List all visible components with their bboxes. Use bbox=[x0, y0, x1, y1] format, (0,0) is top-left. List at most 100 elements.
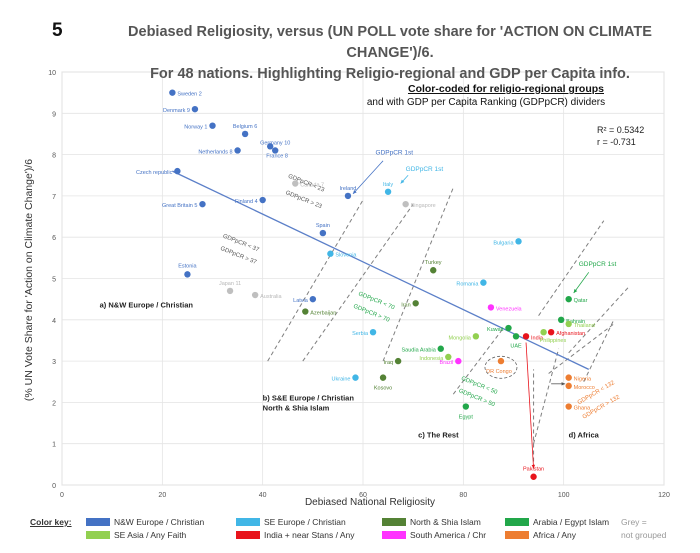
chart-grid bbox=[61, 71, 665, 486]
annotation-arrow-head bbox=[400, 179, 405, 184]
key-label-asia: SE Asia / Any Faith bbox=[114, 530, 187, 540]
point-label-germany-10: Germany 10 bbox=[260, 140, 290, 146]
annotation-arrow-line bbox=[525, 342, 534, 469]
point-label-serbia: Serbia bbox=[352, 331, 369, 337]
point-label-japan-11: Japan 11 bbox=[219, 281, 241, 287]
point-label-canada-7: Canada 7 bbox=[300, 183, 324, 189]
point-netherlands-8 bbox=[234, 147, 241, 154]
key-label-se: SE Europe / Christian bbox=[264, 517, 346, 527]
point-label-mongolia: Mongolia bbox=[449, 335, 472, 341]
point-label-venezuela: Venezuela bbox=[496, 306, 523, 312]
point-australia bbox=[251, 291, 259, 299]
point-egypt bbox=[462, 403, 470, 410]
point-czech-republic bbox=[174, 167, 181, 175]
point-india bbox=[522, 333, 530, 340]
point-indonesia bbox=[445, 353, 452, 361]
key-label-africa: Africa / Any bbox=[533, 530, 576, 540]
point-label-indonesia: Indonesia bbox=[419, 356, 444, 362]
point-label-sweden-2: Sweden 2 bbox=[177, 92, 201, 98]
point-label-romania: Romania bbox=[456, 282, 479, 288]
point-label-azerbaijan: Azerbaijan bbox=[310, 311, 336, 317]
point-label-iran: Iran bbox=[401, 302, 410, 308]
annotation-gdp-1st-c: GDPpCR 1st bbox=[579, 261, 617, 268]
color-key: Color key: N&W Europe / Christian SE Eur… bbox=[0, 510, 700, 553]
point-germany-10 bbox=[272, 147, 279, 154]
point-brazil bbox=[455, 357, 462, 365]
point-denmark-9 bbox=[191, 105, 199, 113]
point-label-ireland: Ireland bbox=[340, 186, 357, 192]
point-italy bbox=[384, 188, 392, 195]
key-swatch-arab bbox=[505, 518, 529, 526]
point-label-bulgaria: Bulgaria bbox=[493, 240, 514, 246]
point-kosovo bbox=[379, 374, 387, 381]
point-pakistan bbox=[530, 473, 537, 480]
legend-heading: Color-coded for religio-regional groups bbox=[407, 83, 604, 95]
key-swatch-sam bbox=[382, 531, 406, 539]
point-france-8 bbox=[266, 143, 274, 150]
x-tick-label: 100 bbox=[558, 492, 570, 499]
point-label-finland-4: Finland 4 bbox=[235, 199, 258, 205]
point-label-great-britain-5: Great Britain 5 bbox=[162, 203, 197, 209]
point-ireland bbox=[344, 192, 352, 200]
y-tick-label: 3 bbox=[52, 359, 56, 366]
point-iraq bbox=[394, 357, 402, 365]
gdp-divider-line bbox=[382, 187, 454, 362]
key-label-nw: N&W Europe / Christian bbox=[114, 517, 205, 527]
point-label-afghanistan: Afghanistan bbox=[556, 331, 585, 337]
annotation-gdp-1st-a: GDPpCR 1st bbox=[376, 150, 414, 157]
gdp-divider-line bbox=[533, 348, 560, 444]
point-azerbaijan bbox=[302, 308, 309, 315]
point-slovenia bbox=[327, 250, 334, 257]
point-iran bbox=[412, 300, 419, 307]
annotation-gdp-1st-b: GDPpCR 1st bbox=[406, 166, 444, 173]
point-romania bbox=[480, 279, 487, 286]
x-tick-label: 60 bbox=[359, 492, 367, 499]
point-bulgaria bbox=[515, 238, 522, 245]
y-tick-label: 9 bbox=[52, 111, 56, 118]
point-spain bbox=[319, 229, 327, 237]
regression-stats: R² = 0.5342 r = -0.731 bbox=[597, 124, 644, 148]
point-label-estonia: Estonia bbox=[178, 263, 197, 269]
y-axis-label-text: (% UN Vote Share for 'Action on Climate … bbox=[23, 158, 35, 402]
point-canada-7 bbox=[292, 180, 299, 187]
legend-subheading: and with GDP per Capita Ranking (GDPpCR)… bbox=[366, 97, 606, 108]
point-label-iraq: Iraq bbox=[384, 360, 393, 366]
annotation-arrow-head bbox=[561, 382, 566, 386]
point-bahrain bbox=[557, 316, 565, 323]
trendline bbox=[172, 170, 590, 370]
key-grey-note-2: not grouped bbox=[621, 530, 667, 540]
point-philippines bbox=[540, 328, 547, 336]
point-label-india: India bbox=[531, 335, 544, 341]
chart-title-line-1: Debiased Religiosity, versus (UN POLL vo… bbox=[128, 24, 652, 61]
y-tick-label: 0 bbox=[52, 483, 56, 490]
point-label-norway-1: Norway 1 bbox=[184, 125, 207, 131]
gdp-divider-line bbox=[267, 199, 364, 362]
point-nigeria bbox=[565, 374, 572, 381]
annotation-arrow-head bbox=[573, 289, 578, 293]
annotation-region-se-1: b) S&E Europe / Christian bbox=[263, 393, 355, 402]
point-japan-11 bbox=[226, 287, 234, 295]
annotation-arrow-head bbox=[352, 190, 357, 194]
y-tick-label: 6 bbox=[52, 235, 56, 242]
point-finland-4 bbox=[259, 196, 266, 204]
point-ukraine bbox=[352, 374, 359, 381]
y-tick-label: 10 bbox=[48, 70, 56, 77]
key-label-arab: Arabia / Egypt Islam bbox=[533, 517, 610, 527]
point-great-britain-5 bbox=[199, 200, 206, 208]
key-label-india: India + near Stans / Any bbox=[264, 530, 355, 540]
gdp-divider-line bbox=[302, 203, 414, 362]
point-label-uae: UAE bbox=[510, 343, 522, 349]
y-tick-label: 1 bbox=[52, 442, 56, 449]
point-label-morocco: Morocco bbox=[574, 385, 595, 391]
annotation-region-rest: c) The Rest bbox=[418, 431, 459, 440]
point-thailand bbox=[565, 320, 572, 328]
y-tick-label: 7 bbox=[52, 194, 56, 201]
point-label-kosovo: Kosovo bbox=[374, 386, 392, 392]
point-label-pakistan: Pakistan bbox=[523, 467, 544, 473]
point-mongolia bbox=[472, 333, 480, 340]
point-venezuela bbox=[487, 304, 495, 311]
point-label-ghana: Ghana bbox=[574, 406, 591, 412]
point-label-australia: Australia bbox=[260, 294, 282, 300]
key-swatch-india bbox=[236, 531, 260, 539]
x-tick-label: 120 bbox=[658, 492, 670, 499]
